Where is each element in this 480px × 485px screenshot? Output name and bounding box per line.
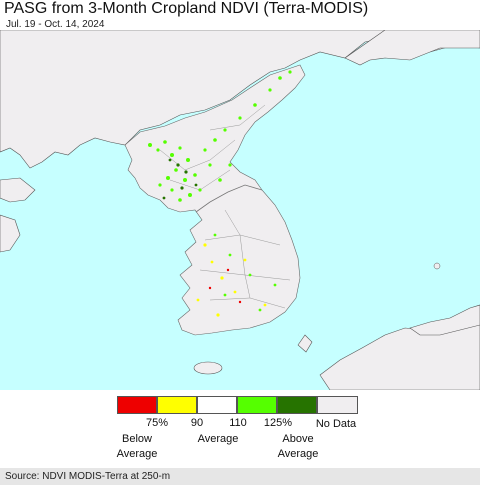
legend-tick-90: 90	[190, 417, 204, 429]
legend	[117, 396, 358, 416]
ndvi-above-average	[148, 70, 292, 312]
legend-label-below-average: Below Average	[116, 433, 158, 460]
legend-label-average: Average	[197, 433, 239, 445]
land-russia	[344, 30, 480, 66]
legend-swatch-above	[237, 396, 277, 414]
legend-swatch-no-data	[317, 396, 358, 414]
land-ulleung	[433, 262, 441, 270]
legend-label-no-data: No Data	[315, 418, 357, 430]
map-title: PASG from 3-Month Cropland NDVI (Terra-M…	[4, 0, 369, 17]
legend-swatch-average	[197, 396, 237, 414]
map	[0, 30, 480, 390]
ndvi-below-average	[196, 243, 267, 317]
legend-label-above-average: Above Average	[277, 433, 319, 460]
ndvi-well-above-average	[162, 158, 198, 200]
legend-swatch-well-above	[277, 396, 317, 414]
source-bar	[0, 468, 480, 485]
land-shandong	[0, 177, 36, 253]
land-korea	[124, 64, 306, 336]
date-range: Jul. 19 - Oct. 14, 2024	[6, 19, 105, 30]
dmz-border	[195, 184, 263, 213]
legend-tick-75: 75%	[145, 417, 169, 429]
legend-swatch-well-below	[117, 396, 157, 414]
land-tsushima	[297, 334, 313, 353]
land-jeju	[193, 361, 223, 375]
land-japan-north	[409, 304, 480, 336]
legend-tick-125: 125%	[263, 417, 293, 429]
source-credit: Source: NDVI MODIS-Terra at 250-m	[5, 471, 171, 482]
legend-tick-110: 110	[229, 417, 247, 429]
ndvi-well-below-average	[208, 268, 242, 304]
legend-swatch-below	[157, 396, 197, 414]
